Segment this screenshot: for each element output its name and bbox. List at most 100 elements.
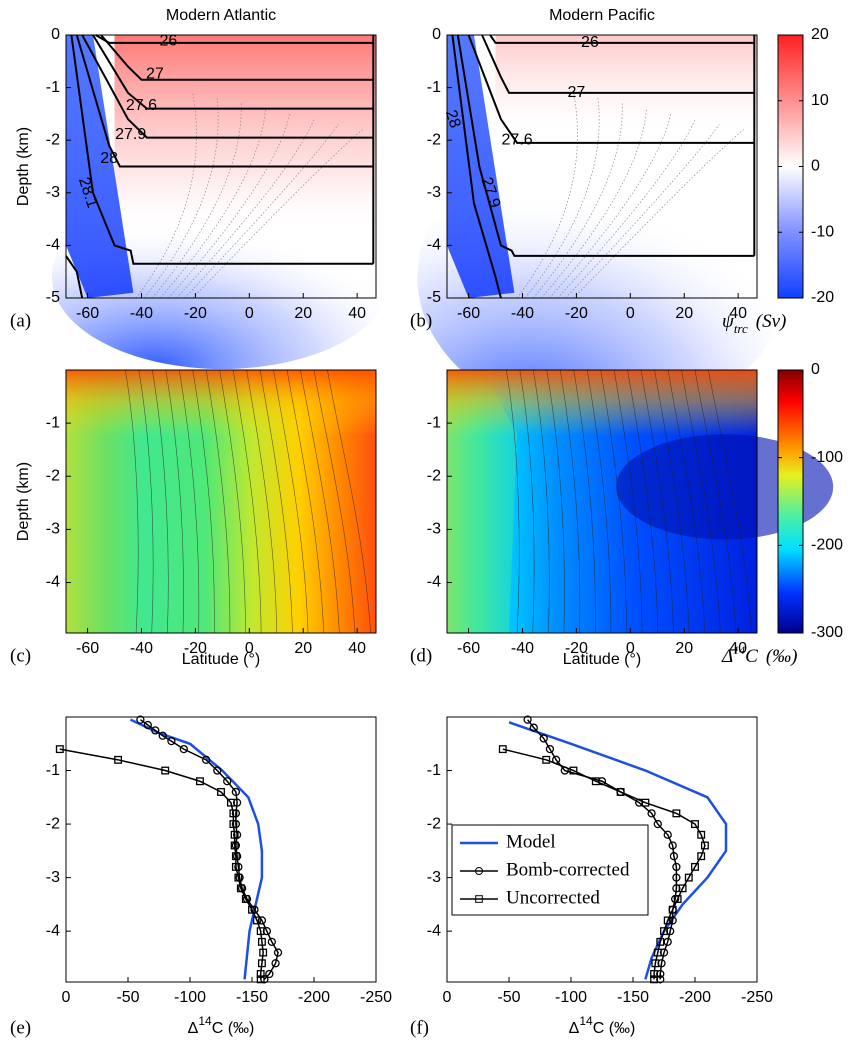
contour-line xyxy=(327,369,371,634)
x-axis-label: Δ14C (‰) xyxy=(569,1014,636,1037)
x-tick-label: -100 xyxy=(174,989,206,1006)
marker xyxy=(650,975,659,984)
y-tick-label: 0 xyxy=(51,26,60,43)
colorbar-tick-label: -10 xyxy=(811,223,834,240)
marker xyxy=(256,975,265,984)
y-tick-label: -2 xyxy=(46,467,60,484)
marker xyxy=(653,948,662,957)
marker xyxy=(230,830,239,839)
colorbar-tick-label: 0 xyxy=(811,361,820,378)
x-tick-label: -200 xyxy=(298,989,330,1006)
contour-line xyxy=(573,369,596,634)
marker xyxy=(656,937,665,946)
contour-label: 28 xyxy=(100,150,118,167)
x-tick-label: -150 xyxy=(617,989,649,1006)
x-tick-label: -150 xyxy=(236,989,268,1006)
y-tick-label: -3 xyxy=(427,869,441,886)
dotted-contour xyxy=(176,119,315,299)
x-tick-label: 20 xyxy=(675,305,693,322)
contour-line xyxy=(640,369,674,634)
colorbar xyxy=(777,369,804,634)
field-negative xyxy=(417,132,790,422)
plot-frame xyxy=(65,369,377,634)
isopycnal xyxy=(95,34,374,44)
marker xyxy=(136,715,145,724)
marker xyxy=(539,734,548,743)
marker xyxy=(167,736,176,746)
contour-line xyxy=(259,369,293,634)
y-tick-label: -3 xyxy=(46,869,60,886)
x-axis-label: Latitude (°) xyxy=(182,651,260,668)
contour-line xyxy=(165,369,184,634)
marker xyxy=(545,744,555,754)
x-axis-label: Latitude (°) xyxy=(563,651,641,668)
x-tick-label: 20 xyxy=(675,640,693,657)
panel-label: (f) xyxy=(410,1017,429,1038)
marker xyxy=(143,720,152,730)
y-tick-label: -3 xyxy=(46,521,60,538)
contour-line xyxy=(546,369,565,634)
marker xyxy=(229,820,238,829)
y-axis-label: Depth (km) xyxy=(15,127,32,206)
y-tick-label: -1 xyxy=(427,414,441,431)
isopycnal xyxy=(467,34,755,144)
marker xyxy=(231,787,241,797)
marker xyxy=(230,841,239,850)
isopycnal xyxy=(65,255,84,299)
marker xyxy=(259,948,268,957)
y-tick-label: -5 xyxy=(427,289,441,306)
x-tick-label: -250 xyxy=(741,989,773,1006)
contour-label: 27 xyxy=(567,84,585,101)
contour-line xyxy=(205,369,231,634)
x-tick-label: -100 xyxy=(555,989,587,1006)
contour-line xyxy=(586,369,612,634)
marker xyxy=(569,766,578,775)
dotted-contour xyxy=(143,98,219,299)
contour-line xyxy=(286,369,325,634)
marker xyxy=(647,809,656,818)
y-tick-label: -1 xyxy=(46,79,60,96)
legend-label: Uncorrected xyxy=(506,887,600,908)
legend-box xyxy=(451,824,649,916)
dotted-contour xyxy=(573,129,744,299)
y-tick-label: 0 xyxy=(432,26,441,43)
x-tick-label: -20 xyxy=(565,640,588,657)
contour-line xyxy=(627,369,659,634)
series-line xyxy=(508,721,728,980)
series-line xyxy=(527,719,678,980)
isopycnal xyxy=(451,34,502,299)
x-tick-label: 0 xyxy=(245,305,254,322)
contour-line xyxy=(300,369,340,634)
marker xyxy=(691,820,699,829)
marker xyxy=(616,787,625,796)
x-tick-label: -20 xyxy=(184,640,207,657)
marker xyxy=(663,916,672,925)
y-tick-label: -5 xyxy=(46,289,60,306)
marker xyxy=(673,895,682,903)
x-tick-label: -50 xyxy=(116,989,139,1006)
dotted-contour xyxy=(516,92,578,299)
y-tick-label: -4 xyxy=(427,237,441,254)
field-wedge xyxy=(66,35,134,298)
contour-line xyxy=(192,369,215,634)
legend-label: Bomb-corrected xyxy=(506,859,630,880)
contour-line xyxy=(125,369,139,634)
x-tick-label: -60 xyxy=(457,640,480,657)
marker xyxy=(653,819,662,829)
y-tick-label: -3 xyxy=(427,521,441,538)
colorbar-tick-label: 20 xyxy=(811,26,829,43)
y-tick-label: -4 xyxy=(427,922,441,939)
isopycnal xyxy=(100,34,374,81)
marker xyxy=(672,873,681,882)
contour-line xyxy=(613,369,643,634)
dotted-contour xyxy=(135,92,197,299)
marker xyxy=(700,841,709,850)
marker xyxy=(660,927,668,936)
x-tick-label: 40 xyxy=(348,305,366,322)
x-tick-label: -40 xyxy=(511,305,534,322)
marker xyxy=(248,905,256,914)
plot-frame xyxy=(446,369,758,634)
contour-line xyxy=(273,369,309,634)
label-part: trc xyxy=(734,321,748,336)
contour-label: 27.6 xyxy=(502,131,533,148)
